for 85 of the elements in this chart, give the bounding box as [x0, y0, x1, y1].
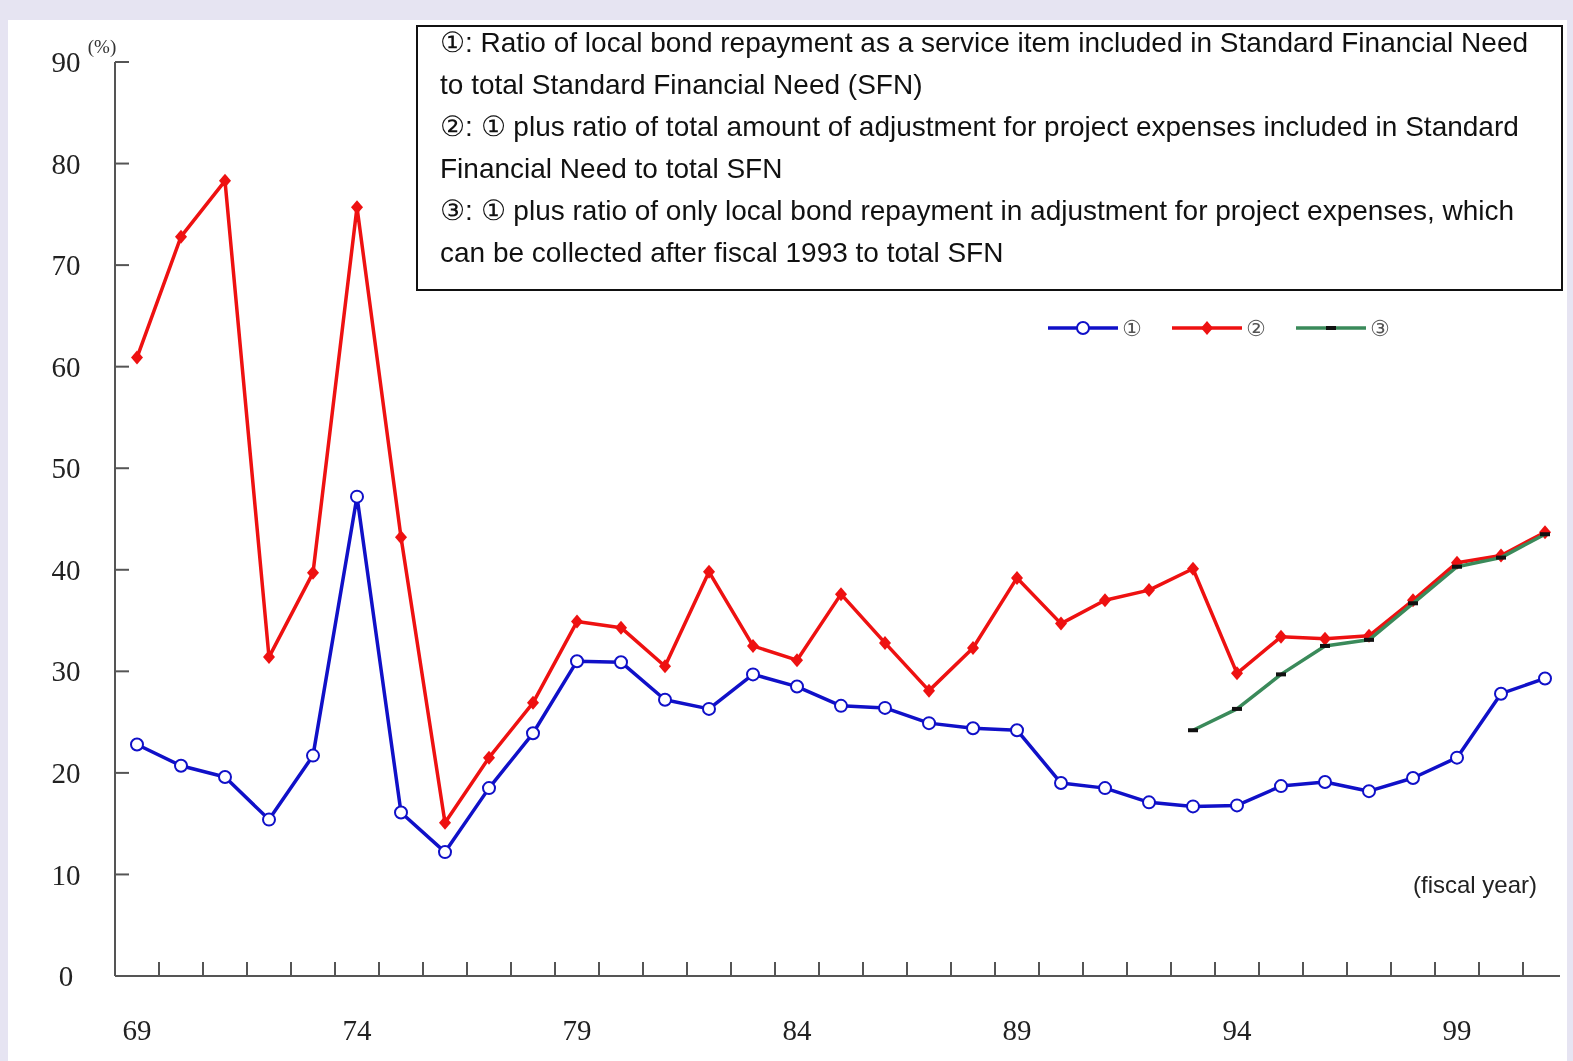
y-tick-label: 10 [51, 858, 81, 891]
point [438, 845, 452, 860]
y-axis-title: (%) [87, 36, 117, 58]
annotation: ③: ① plus ratio of only local bond repayment in adjustment for project expenses, which can be collected after fiscal 1993 to total SFN [440, 195, 1515, 268]
y-tick-label: 40 [51, 553, 81, 586]
x-tick-label: 99 [1442, 1014, 1472, 1046]
y-tick-label: 30 [51, 655, 81, 688]
y-tick-label: 70 [51, 249, 81, 282]
annotation: ②: ① plus ratio of total amount of adjustment for project expenses included in Standard Financial Need to total SFN [440, 111, 1519, 184]
point [1099, 593, 1111, 608]
point [967, 640, 979, 655]
point [1274, 779, 1288, 794]
x-tick-label: 79 [562, 1014, 592, 1046]
point [571, 614, 583, 629]
point [175, 229, 187, 244]
point [439, 815, 451, 830]
point [483, 750, 495, 765]
y-tick-label: 50 [51, 452, 81, 485]
point [219, 173, 231, 188]
point [350, 489, 364, 504]
point [1230, 798, 1244, 813]
point [703, 564, 715, 579]
point [395, 530, 407, 545]
point [746, 667, 760, 682]
y-tick-label: 80 [51, 147, 81, 180]
point [1406, 770, 1420, 785]
point [1098, 781, 1112, 796]
point [1275, 629, 1287, 644]
point [1538, 671, 1552, 686]
point [966, 721, 980, 736]
point [702, 701, 716, 716]
y-tick-label: 20 [51, 757, 81, 790]
point [526, 726, 540, 741]
point [1010, 723, 1024, 738]
point [922, 716, 936, 731]
point [307, 565, 319, 580]
point [659, 659, 671, 674]
point [394, 805, 408, 820]
point [1011, 570, 1023, 585]
y-tick-label: 90 [51, 46, 81, 79]
legend-label: ② [1246, 315, 1266, 341]
point [131, 350, 143, 365]
point [791, 653, 803, 668]
point [130, 737, 144, 752]
point [1186, 799, 1200, 814]
point [658, 692, 672, 707]
x-axis-title: (fiscal year) [1412, 871, 1537, 898]
point [1318, 775, 1332, 790]
point [527, 695, 539, 710]
point [1494, 686, 1508, 701]
point [614, 655, 628, 670]
legend-label: ③ [1370, 315, 1390, 341]
point [1187, 561, 1199, 576]
x-tick-label: 74 [342, 1014, 372, 1046]
point [1362, 784, 1376, 799]
point [1319, 631, 1331, 646]
point [790, 679, 804, 694]
point [482, 781, 496, 796]
point [1142, 795, 1156, 810]
y-tick-label: 60 [51, 350, 81, 383]
x-tick-label: 69 [122, 1014, 152, 1046]
point [1450, 750, 1464, 765]
point [1054, 776, 1068, 791]
annotation: ①: Ratio of local bond repayment as a service item included in Standard Financial Need to total Standard Financial Need (SFN) [440, 27, 1529, 100]
point [174, 758, 188, 773]
legend-label: ① [1122, 315, 1142, 341]
point [262, 812, 276, 827]
y-tick-label: 0 [58, 960, 74, 993]
point [878, 700, 892, 715]
point [263, 650, 275, 665]
point [615, 620, 627, 635]
point [570, 654, 584, 669]
point [923, 683, 935, 698]
x-tick-label: 84 [782, 1014, 812, 1046]
point [306, 748, 320, 763]
point [218, 769, 232, 784]
point [834, 698, 848, 713]
point [747, 638, 759, 653]
point [1143, 583, 1155, 598]
x-tick-label: 94 [1222, 1014, 1252, 1046]
point [1231, 666, 1243, 681]
point [879, 635, 891, 650]
x-tick-label: 89 [1002, 1014, 1032, 1046]
point [1055, 616, 1067, 631]
point [835, 587, 847, 602]
